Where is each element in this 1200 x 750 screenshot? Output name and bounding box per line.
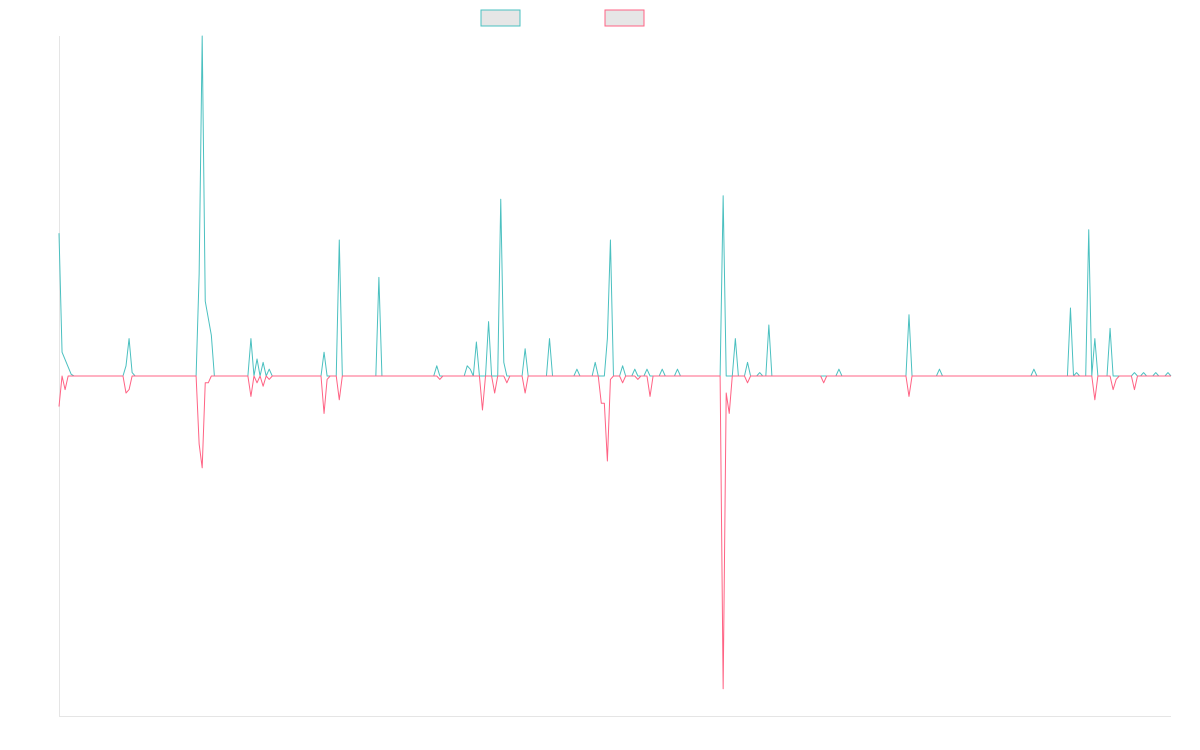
series-line-2 bbox=[58, 375, 1171, 690]
legend-swatch-2[interactable] bbox=[604, 9, 645, 27]
series-layer bbox=[58, 35, 1172, 690]
series-line-1 bbox=[58, 35, 1172, 377]
chart-axes bbox=[59, 36, 1171, 717]
legend-swatch-1[interactable] bbox=[480, 9, 521, 27]
chart-legend[interactable] bbox=[480, 9, 645, 27]
